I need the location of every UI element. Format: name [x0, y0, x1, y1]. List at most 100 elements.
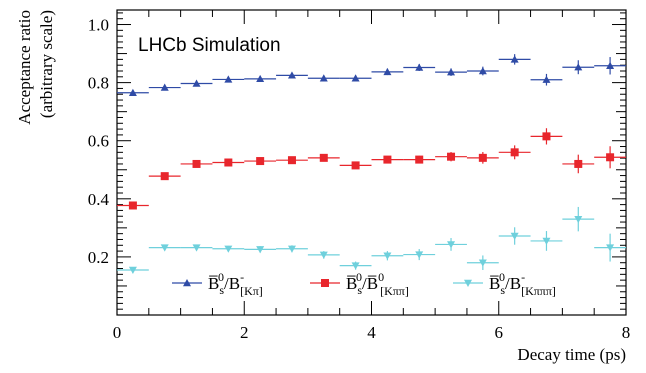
marker	[160, 83, 169, 91]
marker	[574, 63, 583, 71]
data-point	[562, 154, 595, 174]
data-point	[562, 60, 595, 75]
marker	[415, 155, 424, 164]
y-axis-title-line2: (arbitrary scale)	[37, 10, 56, 118]
marker	[510, 232, 519, 240]
marker	[192, 79, 201, 87]
data-point	[371, 67, 404, 76]
marker	[478, 67, 487, 75]
marker	[447, 68, 456, 76]
data-point	[403, 155, 436, 164]
y-tick-label: 0.2	[88, 248, 109, 267]
series-1	[117, 128, 626, 210]
x-tick-label: 8	[622, 323, 631, 342]
y-tick-label: 0.4	[88, 190, 110, 209]
y-tick-label: 1.0	[88, 16, 109, 35]
data-point	[530, 128, 563, 145]
marker	[383, 155, 392, 164]
marker	[256, 246, 265, 254]
marker	[351, 262, 360, 270]
data-point	[117, 88, 149, 96]
data-point	[180, 79, 213, 87]
data-point	[594, 233, 626, 262]
data-point	[117, 201, 149, 210]
marker	[256, 74, 265, 83]
marker	[415, 251, 424, 259]
marker	[574, 215, 583, 224]
marker	[351, 74, 360, 82]
data-point	[562, 206, 595, 232]
marker	[319, 251, 328, 259]
series-2	[117, 206, 626, 274]
data-point	[276, 71, 308, 79]
marker	[128, 201, 137, 210]
data-point	[244, 157, 277, 166]
data-point	[403, 249, 436, 261]
data-point	[276, 156, 308, 165]
legend-entry-1: B̅s0/B̅0 [Kππ]	[310, 270, 409, 298]
marker	[415, 63, 424, 71]
x-tick-label: 6	[495, 323, 504, 342]
data-point	[466, 66, 499, 76]
x-tick-label: 2	[240, 323, 249, 342]
y-tick-label: 0.8	[88, 74, 109, 93]
data-point	[339, 261, 372, 270]
marker	[160, 244, 169, 252]
marker	[128, 88, 137, 96]
data-point	[594, 57, 626, 75]
data-point	[498, 145, 531, 160]
data-point	[498, 54, 531, 65]
marker	[192, 159, 201, 168]
data-point	[180, 244, 213, 252]
data-point	[212, 245, 245, 253]
data-point	[530, 231, 563, 251]
data-point	[307, 153, 340, 162]
marker	[574, 159, 583, 168]
data-point	[498, 227, 531, 245]
marker	[447, 241, 456, 249]
legend-marker	[183, 279, 191, 287]
marker	[478, 153, 487, 162]
data-point	[435, 152, 467, 162]
marker	[224, 158, 233, 167]
data-point	[212, 158, 245, 167]
y-axis-ticks: 0.2 0.4 0.6 0.8 1.0	[88, 12, 626, 310]
data-point	[339, 161, 372, 170]
marker	[542, 132, 551, 141]
x-axis-ticks: 0 2 4 6 8	[113, 10, 631, 342]
marker	[287, 71, 296, 79]
legend-label: B̅s0/B-[Kπππ]	[489, 270, 556, 298]
data-point	[148, 244, 181, 252]
marker	[510, 55, 519, 63]
marker	[224, 75, 233, 83]
data-point	[466, 152, 499, 164]
data-point	[307, 251, 340, 259]
legend-marker	[321, 279, 329, 287]
marker	[192, 244, 201, 252]
marker	[128, 266, 137, 274]
marker	[224, 245, 233, 253]
y-axis-title-line1: Acceptance ratio	[15, 10, 34, 125]
marker	[319, 153, 328, 162]
data-point	[180, 159, 213, 168]
marker	[383, 67, 392, 76]
x-tick-label: 0	[113, 323, 122, 342]
data-point	[212, 75, 245, 83]
x-tick-label: 4	[367, 323, 376, 342]
data-point	[530, 73, 563, 86]
marker	[319, 74, 328, 82]
legend-label: B̅s0/B-[Kπ]	[208, 270, 263, 298]
data-point	[307, 74, 340, 82]
data-point	[339, 74, 372, 82]
data-point	[403, 63, 436, 71]
y-tick-label: 0.6	[88, 132, 109, 151]
annotation-lhcb-simulation: LHCb Simulation	[138, 35, 281, 56]
marker	[478, 259, 487, 267]
marker	[606, 61, 615, 69]
data-point	[117, 266, 149, 274]
data-point	[148, 172, 181, 181]
legend-marker	[464, 279, 472, 287]
series-0	[117, 54, 626, 96]
data-point	[371, 155, 404, 164]
